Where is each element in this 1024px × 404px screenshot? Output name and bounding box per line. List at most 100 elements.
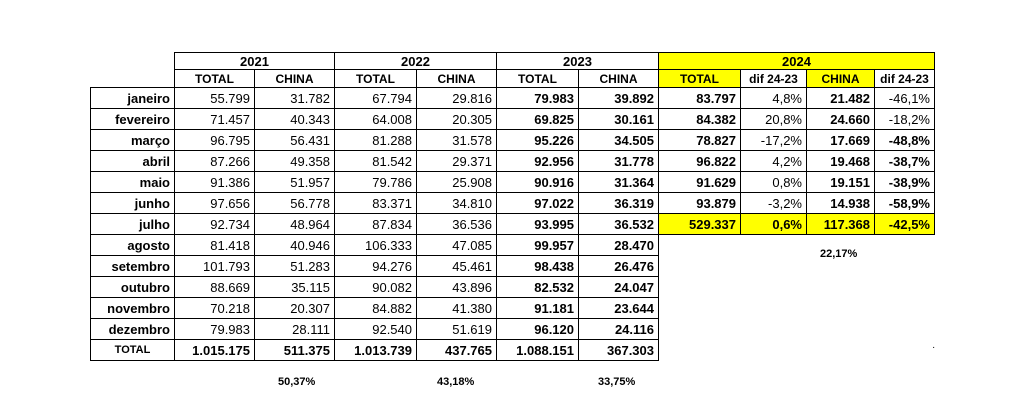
cell-dif-total: 0,6%	[740, 213, 807, 235]
col-total-2024: TOTAL	[658, 69, 741, 88]
cell-c23: 24.047	[578, 276, 659, 298]
cell-c22: 29.816	[416, 87, 497, 109]
cell-t22: 106.333	[334, 234, 417, 256]
table-row: abril 87.266 49.358 81.542 29.371 92.956 31.77…	[90, 150, 935, 172]
table-row: março 96.795 56.431 81.288 31.578 95.226 34.50…	[90, 129, 935, 151]
cell-dif-total: -17,2%	[740, 129, 807, 151]
cell-china-2024: 19.151	[806, 171, 875, 193]
cell-c21: 56.778	[254, 192, 335, 214]
empty-cell	[875, 235, 935, 256]
col-dif-total-2024: dif 24-23	[740, 69, 807, 88]
cell-c22: 29.371	[416, 150, 497, 172]
pct-2024: 22,17%	[820, 248, 858, 260]
table-row: maio 91.386 51.957 79.786 25.908 90.916 31.364…	[90, 171, 935, 193]
table-row: julho 92.734 48.964 87.834 36.536 93.995 36.53…	[90, 213, 935, 235]
cell-c21: 40.946	[254, 234, 335, 256]
empty-cell	[875, 319, 935, 340]
month-label: janeiro	[90, 87, 175, 109]
cell-china-2024: 19.468	[806, 150, 875, 172]
cell-total-2024: 529.337	[658, 213, 741, 235]
cell-t21: 91.386	[174, 171, 255, 193]
month-label: dezembro	[90, 318, 175, 340]
empty-cell	[659, 340, 741, 361]
year-2022-header: 2022	[334, 52, 497, 70]
cell-c21: 28.111	[254, 318, 335, 340]
year-header-row: 2021 2022 2023 2024	[91, 52, 935, 70]
cell-c23: 24.116	[578, 318, 659, 340]
cell-c22: 45.461	[416, 255, 497, 277]
cell-t22: 67.794	[334, 87, 417, 109]
cell-c21: 31.782	[254, 87, 335, 109]
empty-cell	[807, 319, 875, 340]
pct-2021: 50,37%	[278, 376, 316, 388]
empty-cell	[741, 319, 807, 340]
cell-c22: 43.896	[416, 276, 497, 298]
cell-c23: 28.470	[578, 234, 659, 256]
cell-t21: 1.015.175	[174, 339, 255, 361]
cell-c21: 40.343	[254, 108, 335, 130]
col-china-2021: CHINA	[254, 69, 335, 88]
cell-c21: 56.431	[254, 129, 335, 151]
month-label: julho	[90, 213, 175, 235]
cell-t21: 70.218	[174, 297, 255, 319]
cell-c22: 51.619	[416, 318, 497, 340]
cell-t23: 79.983	[496, 87, 579, 109]
cell-c21: 48.964	[254, 213, 335, 235]
cell-dif-total: -3,2%	[740, 192, 807, 214]
cell-t22: 90.082	[334, 276, 417, 298]
empty-cell	[875, 298, 935, 319]
cell-total-2024: 83.797	[658, 87, 741, 109]
cell-c21: 51.283	[254, 255, 335, 277]
month-label: fevereiro	[90, 108, 175, 130]
empty-cell	[741, 340, 807, 361]
table-row: fevereiro 71.457 40.343 64.008 20.305 69.825 3…	[90, 108, 935, 130]
cell-t22: 94.276	[334, 255, 417, 277]
cell-dif-china: -38,7%	[874, 150, 935, 172]
cell-c23: 39.892	[578, 87, 659, 109]
empty-cell	[807, 277, 875, 298]
total-row: TOTAL 1.015.175 511.375 1.013.739 437.765 1.0…	[90, 339, 935, 361]
cell-t22: 84.882	[334, 297, 417, 319]
cell-t23: 96.120	[496, 318, 579, 340]
empty-cell	[807, 340, 875, 361]
month-label: maio	[90, 171, 175, 193]
cell-c23: 367.303	[578, 339, 659, 361]
cell-t22: 1.013.739	[334, 339, 417, 361]
empty-cell	[659, 277, 741, 298]
cell-t21: 92.734	[174, 213, 255, 235]
pct-2023: 33,75%	[598, 376, 636, 388]
col-china-2024: CHINA	[806, 69, 875, 88]
cell-t21: 96.795	[174, 129, 255, 151]
cell-c22: 47.085	[416, 234, 497, 256]
cell-china-2024: 21.482	[806, 87, 875, 109]
col-china-2022: CHINA	[416, 69, 497, 88]
cell-china-2024: 14.938	[806, 192, 875, 214]
cell-t22: 92.540	[334, 318, 417, 340]
month-label: junho	[90, 192, 175, 214]
year-2024-header: 2024	[658, 52, 935, 70]
cell-c23: 34.505	[578, 129, 659, 151]
cell-t21: 71.457	[174, 108, 255, 130]
cell-t23: 82.532	[496, 276, 579, 298]
cell-dif-total: 20,8%	[740, 108, 807, 130]
table-row: setembro 101.793 51.283 94.276 45.461 98.438 2…	[90, 255, 935, 277]
table-row: junho 97.656 56.778 83.371 34.810 97.022 36.31…	[90, 192, 935, 214]
cell-total-2024: 84.382	[658, 108, 741, 130]
cell-t21: 87.266	[174, 150, 255, 172]
year-2021-header: 2021	[174, 52, 335, 70]
cell-c22: 41.380	[416, 297, 497, 319]
cell-c21: 51.957	[254, 171, 335, 193]
year-2023-header: 2023	[496, 52, 659, 70]
cell-c21: 49.358	[254, 150, 335, 172]
empty-cell	[741, 298, 807, 319]
month-label: outubro	[90, 276, 175, 298]
col-dif-china-2024: dif 24-23	[874, 69, 935, 88]
cell-china-2024: 17.669	[806, 129, 875, 151]
cell-t21: 55.799	[174, 87, 255, 109]
cell-t21: 97.656	[174, 192, 255, 214]
cell-dif-china: -46,1%	[874, 87, 935, 109]
cell-c23: 30.161	[578, 108, 659, 130]
cell-dif-total: 4,8%	[740, 87, 807, 109]
table-row: janeiro 55.799 31.782 67.794 29.816 79.983 39.…	[90, 87, 935, 109]
cell-dif-total: 0,8%	[740, 171, 807, 193]
